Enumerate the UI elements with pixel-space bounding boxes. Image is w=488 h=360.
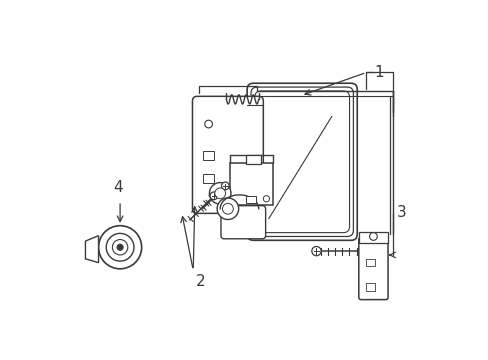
FancyBboxPatch shape (358, 237, 387, 300)
FancyBboxPatch shape (246, 83, 357, 240)
Circle shape (99, 226, 142, 269)
Text: 4: 4 (113, 180, 122, 195)
Circle shape (369, 233, 377, 240)
FancyBboxPatch shape (192, 96, 263, 213)
Text: 2: 2 (196, 274, 205, 289)
Circle shape (221, 182, 229, 190)
Bar (230, 163, 272, 205)
FancyBboxPatch shape (221, 206, 265, 239)
Circle shape (311, 247, 321, 256)
Text: 3: 3 (396, 205, 406, 220)
Circle shape (217, 198, 238, 220)
Circle shape (210, 192, 217, 200)
Text: 1: 1 (373, 65, 383, 80)
Bar (245, 195, 256, 203)
FancyBboxPatch shape (250, 87, 353, 237)
Bar (245, 155, 261, 164)
Circle shape (214, 188, 225, 199)
Bar (203, 151, 214, 160)
FancyBboxPatch shape (254, 91, 349, 233)
Bar (365, 283, 374, 291)
Circle shape (222, 203, 233, 214)
Circle shape (106, 233, 134, 261)
Circle shape (209, 183, 230, 204)
Bar (203, 174, 214, 183)
Circle shape (263, 195, 269, 202)
Bar (358, 232, 387, 243)
Circle shape (204, 120, 212, 128)
Circle shape (117, 244, 123, 250)
Polygon shape (85, 236, 99, 263)
Bar (365, 259, 374, 266)
Circle shape (112, 239, 127, 255)
